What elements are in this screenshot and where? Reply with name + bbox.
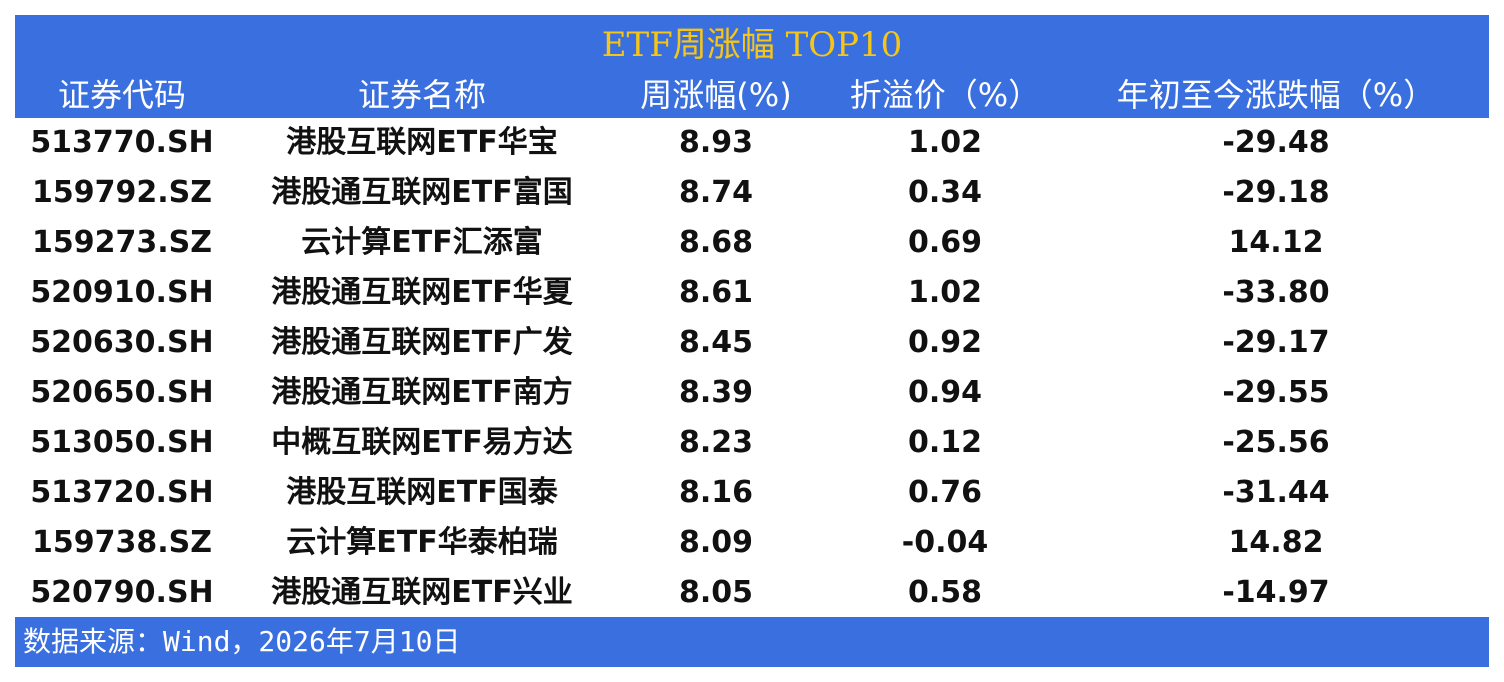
table-cell: 159792.SZ	[32, 175, 212, 210]
table-cell: 港股互联网ETF国泰	[286, 475, 558, 510]
table-cell: 1.02	[907, 275, 983, 310]
table-cell: 8.39	[678, 375, 754, 410]
table-row: 520790.SH 港股通互联网ETF兴业 8.05 0.58 -14.97	[15, 568, 1489, 618]
table-cell: -0.04	[901, 525, 989, 560]
table-cell: 0.76	[907, 475, 983, 510]
table-cell: 520790.SH	[30, 575, 214, 610]
table-cell: 8.93	[678, 125, 754, 160]
table-cell: 0.58	[907, 575, 983, 610]
table-cell: 港股通互联网ETF华夏	[271, 275, 573, 310]
table-cell: 14.82	[1228, 525, 1324, 560]
table-cell: 1.02	[907, 125, 983, 160]
table-row: 520910.SH 港股通互联网ETF华夏 8.61 1.02 -33.80	[15, 268, 1489, 318]
header-band: ETF周涨幅 TOP10 证券代码 证券名称 周涨幅(%) 折溢价（%） 年初至今涨跌幅…	[15, 15, 1489, 118]
column-header: 年初至今涨跌幅（%）	[1116, 76, 1436, 114]
table-cell: -31.44	[1222, 475, 1330, 510]
table-cell: 云计算ETF汇添富	[301, 225, 543, 260]
table-title: ETF周涨幅 TOP10	[601, 25, 903, 65]
table-cell: 8.45	[678, 325, 754, 360]
table-cell: 14.12	[1228, 225, 1324, 260]
table-cell: 0.12	[907, 425, 983, 460]
table-row: 159738.SZ 云计算ETF华泰柏瑞 8.09 -0.04 14.82	[15, 518, 1489, 568]
table-cell: 8.74	[678, 175, 754, 210]
table-cell: 0.94	[907, 375, 983, 410]
table-cell: 港股互联网ETF华宝	[286, 125, 558, 160]
table-cell: 8.16	[678, 475, 754, 510]
table-cell: 8.09	[678, 525, 754, 560]
table-cell: -29.55	[1222, 375, 1330, 410]
table-row: 513720.SH 港股互联网ETF国泰 8.16 0.76 -31.44	[15, 468, 1489, 518]
table-cell: 港股通互联网ETF兴业	[271, 575, 573, 610]
table-cell: -14.97	[1222, 575, 1330, 610]
table-row: 159792.SZ 港股通互联网ETF富国 8.74 0.34 -29.18	[15, 168, 1489, 218]
table-cell: 0.69	[907, 225, 983, 260]
column-header: 证券代码	[57, 76, 186, 114]
table-row: 520630.SH 港股通互联网ETF广发 8.45 0.92 -29.17	[15, 318, 1489, 368]
table-cell: 513720.SH	[30, 475, 214, 510]
table-cell: -33.80	[1222, 275, 1330, 310]
table-cell: 520630.SH	[30, 325, 214, 360]
table-cell: 8.05	[678, 575, 754, 610]
table-cell: 8.23	[678, 425, 754, 460]
table-cell: 520910.SH	[30, 275, 214, 310]
table-row: 520650.SH 港股通互联网ETF南方 8.39 0.94 -29.55	[15, 368, 1489, 418]
table-cell: 港股通互联网ETF南方	[271, 375, 573, 410]
column-header: 证券名称	[357, 76, 486, 114]
table-row: 513050.SH 中概互联网ETF易方达 8.23 0.12 -25.56	[15, 418, 1489, 468]
table-cell: 港股通互联网ETF富国	[271, 175, 573, 210]
table-cell: 云计算ETF华泰柏瑞	[286, 525, 558, 560]
table-cell: -29.17	[1222, 325, 1330, 360]
column-header: 周涨幅(%)	[640, 76, 792, 114]
table-cell: 中概互联网ETF易方达	[271, 425, 573, 460]
table-row: 513770.SH 港股互联网ETF华宝 8.93 1.02 -29.48	[15, 118, 1489, 168]
table-row: 159273.SZ 云计算ETF汇添富 8.68 0.69 14.12	[15, 218, 1489, 268]
table-cell: 0.92	[907, 325, 983, 360]
table-cell: 159273.SZ	[32, 225, 212, 260]
table-cell: 8.68	[678, 225, 754, 260]
table-cell: -29.18	[1222, 175, 1330, 210]
table-cell: 513050.SH	[30, 425, 214, 460]
table-cell: 520650.SH	[30, 375, 214, 410]
table-cell: 159738.SZ	[32, 525, 212, 560]
table-cell: 港股通互联网ETF广发	[271, 325, 573, 360]
column-header: 折溢价（%）	[849, 76, 1041, 114]
table-cell: 513770.SH	[30, 125, 214, 160]
table-cell: 8.61	[678, 275, 754, 310]
source-note: 数据来源：Wind，2026年7月10日	[23, 625, 461, 658]
table-cell: -25.56	[1222, 425, 1330, 460]
table: ETF周涨幅 TOP10 证券代码 证券名称 周涨幅(%) 折溢价（%） 年初至今涨跌幅…	[15, 15, 1489, 667]
footer-band: 数据来源：Wind，2026年7月10日	[15, 617, 1489, 667]
table-cell: 0.34	[907, 175, 983, 210]
table-cell: -29.48	[1222, 125, 1330, 160]
